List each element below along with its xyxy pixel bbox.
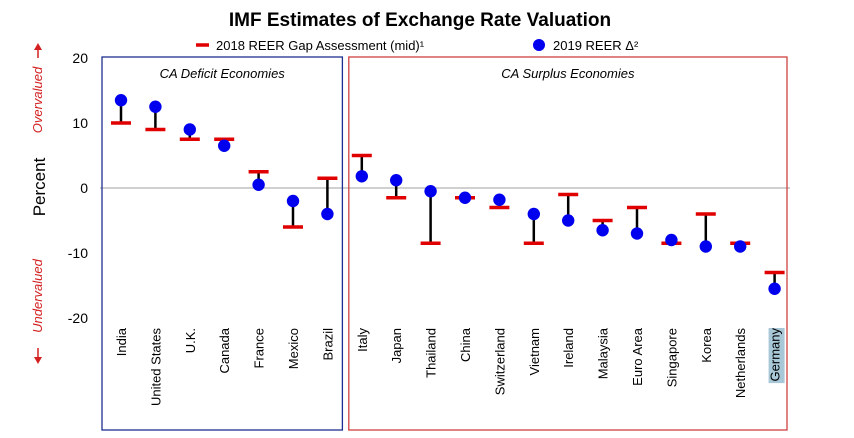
y-tick-label: 10: [72, 115, 88, 131]
y-tick-label: -20: [68, 310, 88, 326]
undervalued-label: Undervalued: [30, 258, 45, 332]
category-label-group: U.K.: [183, 328, 198, 353]
reer-point: [424, 185, 437, 198]
category-label: Netherlands: [733, 328, 748, 399]
category-label-group: China: [458, 327, 473, 362]
category-label-group: Italy: [355, 328, 370, 352]
category-label-group: France: [252, 328, 267, 368]
category-label-group: Vietnam: [527, 328, 542, 375]
category-label-group: Singapore: [664, 328, 679, 387]
undervalued-arrow-head: [34, 357, 42, 364]
category-label-group: Germany: [768, 328, 785, 384]
category-label-group: Thailand: [424, 328, 439, 378]
category-label: China: [458, 327, 473, 362]
category-label-group: Korea: [699, 327, 714, 362]
reer-point: [699, 240, 712, 253]
reer-point: [218, 139, 231, 152]
category-label: Ireland: [561, 328, 576, 368]
reer-point: [493, 193, 506, 206]
category-label: Canada: [217, 327, 232, 373]
group-label: CA Deficit Economies: [160, 66, 286, 81]
reer-point: [768, 282, 781, 295]
category-label: U.K.: [183, 328, 198, 353]
legend-label-gap: 2018 REER Gap Assessment (mid)¹: [216, 38, 425, 53]
chart-title: IMF Estimates of Exchange Rate Valuation: [229, 10, 611, 31]
category-label: Italy: [355, 328, 370, 352]
group-boxes: CA Deficit Economies CA Surplus Economies: [101, 56, 788, 431]
legend: 2018 REER Gap Assessment (mid)¹ 2019 REE…: [196, 38, 639, 53]
reer-point: [252, 178, 265, 191]
category-label: United States: [148, 328, 163, 407]
category-label: Mexico: [286, 328, 301, 369]
category-label-group: Switzerland: [492, 328, 507, 395]
overvalued-indicator: Overvalued: [30, 43, 45, 133]
category-label-group: Brazil: [320, 328, 335, 361]
reer-point: [458, 191, 472, 204]
group-label: CA Surplus Economies: [501, 66, 635, 81]
category-label: India: [114, 327, 129, 356]
category-label-group: United States: [148, 328, 163, 407]
category-label-group: India: [114, 327, 129, 356]
category-label: Vietnam: [527, 328, 542, 375]
category-label-group: Japan: [389, 328, 404, 363]
y-axis-title: Percent: [30, 157, 49, 216]
category-label: Euro Area: [630, 327, 645, 386]
category-label-group: Canada: [217, 327, 232, 373]
reer-point: [183, 123, 196, 136]
legend-label-reer: 2019 REER Δ²: [553, 38, 639, 53]
y-axis: 20 10 0 -10 -20: [68, 50, 790, 326]
reer-point: [562, 214, 575, 227]
overvalued-arrow-head: [34, 43, 42, 50]
y-tick-label: 0: [80, 180, 88, 196]
category-label-group: Netherlands: [733, 328, 748, 399]
category-label-group: Mexico: [286, 328, 301, 369]
category-label-group: Ireland: [561, 328, 576, 368]
reer-point: [114, 94, 128, 107]
reer-point: [355, 170, 368, 183]
reer-point: [527, 207, 540, 221]
category-label: Korea: [699, 327, 714, 362]
reer-point: [149, 100, 162, 113]
category-label: Brazil: [320, 328, 335, 361]
reer-point: [321, 207, 334, 221]
category-label: Germany: [768, 328, 783, 382]
reer-point: [734, 240, 747, 253]
highlight-box: [768, 328, 785, 384]
data-marks: [111, 94, 785, 295]
overvalued-label: Overvalued: [30, 66, 45, 133]
reer-point: [286, 194, 300, 208]
y-tick-label: -10: [68, 245, 88, 261]
category-label: Singapore: [664, 328, 679, 387]
group-box: [348, 56, 788, 431]
category-label: France: [252, 328, 267, 368]
reer-point: [596, 224, 609, 237]
category-label: Malaysia: [596, 327, 611, 379]
reer-point: [390, 174, 403, 187]
y-tick-label: 20: [72, 50, 88, 66]
category-label: Switzerland: [492, 328, 507, 395]
legend-circle-marker: [533, 39, 545, 51]
reer-point: [665, 233, 678, 247]
reer-point: [630, 227, 644, 240]
category-label-group: Malaysia: [596, 327, 611, 379]
group-box: [101, 56, 344, 431]
category-label: Thailand: [424, 328, 439, 378]
category-labels: India United States U.K. Canada France Mexico…: [114, 327, 785, 406]
category-label: Japan: [389, 328, 404, 363]
category-label-group: Euro Area: [630, 327, 645, 386]
undervalued-indicator: Undervalued: [30, 258, 45, 364]
